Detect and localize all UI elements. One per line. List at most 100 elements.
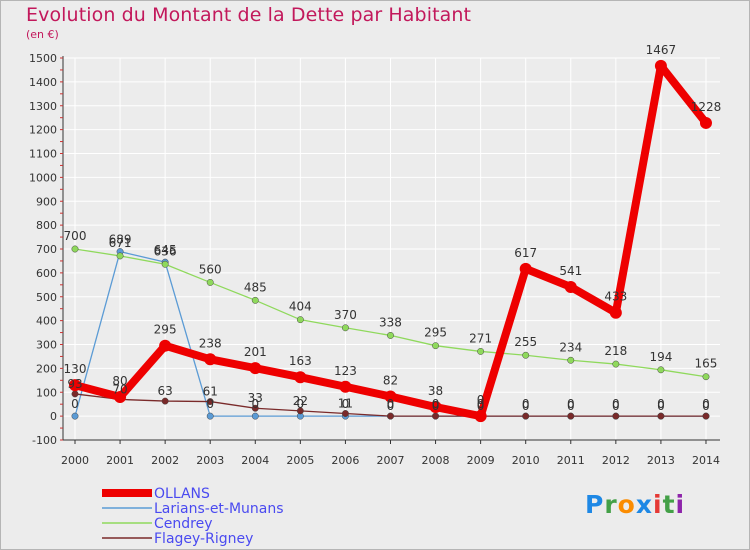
data-point [477,347,485,355]
data-point [387,331,394,339]
data-label: 295 [154,323,177,337]
data-point [206,278,214,286]
data-point [522,351,530,359]
data-point [567,356,575,364]
data-label: 123 [334,364,357,378]
data-label: 560 [199,262,222,276]
data-label: 0 [612,397,620,411]
legend-label: Cendrey [154,516,213,532]
data-point [296,316,304,324]
legend-label: Flagey-Rigney [154,531,253,547]
data-point [206,398,214,406]
data-label: 295 [424,326,447,340]
data-point [116,252,124,260]
data-point [564,280,577,293]
data-label: 370 [334,308,357,322]
data-label: 0 [567,399,575,413]
data-label: 0 [71,397,79,411]
data-label: 0 [567,397,575,411]
data-label: 0 [297,397,305,411]
data-point [657,366,665,374]
data-label: 0 [522,397,530,411]
y-tick-label: 1500 [29,52,57,65]
data-point [251,296,259,304]
data-label: 93 [67,377,82,391]
y-tick-label: 1400 [29,76,57,89]
data-point [519,262,532,275]
data-label: 433 [604,290,627,304]
data-label: 0 [657,399,665,413]
data-label: 636 [154,244,177,258]
data-point [654,59,667,72]
data-label: 218 [604,344,627,358]
x-tick-label: 2007 [376,454,404,467]
data-point [702,412,710,420]
data-point [71,412,79,420]
data-point [251,412,259,420]
x-tick-label: 2008 [422,454,450,467]
data-label: 485 [244,280,267,294]
data-point [249,362,262,375]
data-point [204,353,217,366]
data-label: 404 [289,300,312,314]
data-label: 201 [244,345,267,359]
data-label: 0 [477,397,485,411]
data-point [114,391,127,404]
data-point [161,260,169,268]
data-label: 163 [289,354,312,368]
data-point [432,342,440,350]
data-label: 338 [379,315,402,329]
x-tick-label: 2003 [196,454,224,467]
chart-title: Evolution du Montant de la Dette par Hab… [26,4,472,26]
data-label: 63 [157,384,172,398]
data-point [699,116,712,129]
data-label: 194 [649,350,672,364]
y-tick-label: 1100 [29,148,57,161]
chart-unit-label: (en €) [26,28,59,41]
data-label: 0 [522,399,530,413]
data-label: 700 [64,229,87,243]
data-label: 130 [64,362,87,376]
data-label: 0 [702,397,710,411]
x-tick-label: 2012 [602,454,630,467]
data-point [341,410,349,417]
proxiti-logo: Proxiti [585,490,686,519]
data-label: 238 [199,336,222,350]
data-point [294,371,307,384]
data-point [69,379,81,392]
x-tick-label: 2010 [512,454,540,467]
y-tick-label: 900 [36,195,57,208]
data-point [567,412,575,420]
data-point [161,397,169,405]
y-tick-label: 700 [36,243,57,256]
data-point [159,339,172,352]
x-tick-label: 2005 [286,454,314,467]
y-tick-label: 400 [36,315,57,328]
data-point [71,245,79,253]
y-tick-label: 200 [36,362,57,375]
data-label: 61 [203,385,218,399]
y-tick-label: 600 [36,267,57,280]
data-label: 689 [109,233,132,247]
data-label: 671 [109,236,132,250]
data-point [522,412,530,420]
data-point [296,407,304,415]
data-label: 70 [112,382,127,396]
y-tick-label: 800 [36,219,57,232]
y-tick-label: 1000 [29,171,57,184]
legend-label: Larians-et-Munans [154,501,284,517]
y-tick-label: -100 [32,434,57,447]
y-tick-label: 300 [36,339,57,352]
data-label: 33 [248,391,263,405]
x-tick-label: 2014 [692,454,720,467]
y-tick-label: 100 [36,386,57,399]
data-label: 0 [342,397,350,411]
data-label: 645 [154,243,177,257]
data-label: 22 [293,394,308,408]
data-point [609,306,622,319]
data-label: 0 [612,399,620,413]
data-label: 165 [695,357,718,371]
data-label: 82 [383,374,398,388]
data-label: 0 [206,397,214,411]
